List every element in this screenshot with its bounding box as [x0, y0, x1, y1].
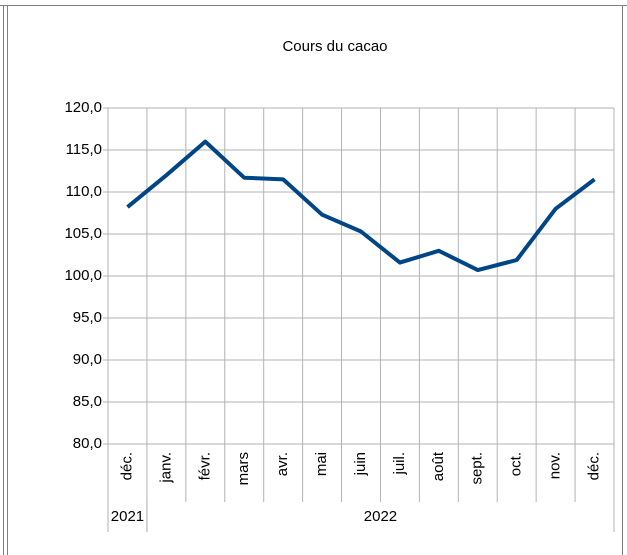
x-tick-label: déc. — [118, 452, 135, 480]
data-line — [126, 139, 596, 273]
y-tick-label: 120,0 — [64, 99, 102, 116]
y-tick-label: 95,0 — [73, 309, 102, 326]
y-tick-label: 90,0 — [73, 351, 102, 368]
y-tick-label: 115,0 — [66, 141, 102, 158]
x-tick-label: févr. — [196, 452, 213, 480]
y-tick-label: 105,0 — [64, 225, 102, 242]
x-tick-label: oct. — [508, 452, 525, 476]
x-tick-label: sept. — [469, 452, 486, 485]
x-tick-label: mars — [235, 452, 252, 485]
y-tick-label: 100,0 — [64, 267, 102, 284]
x-tick-label: août — [430, 451, 447, 481]
chart-title: Cours du cacao — [282, 38, 387, 55]
x-tick-label: avr. — [274, 452, 291, 476]
y-tick-label: 85,0 — [73, 393, 102, 410]
x-tick-label: mai — [313, 452, 330, 476]
x-tick-label: juil. — [391, 452, 408, 476]
x-tick-label: nov. — [547, 452, 564, 479]
x-tick-label: juin — [352, 452, 369, 476]
y-tick-label: 110,0 — [66, 183, 102, 200]
x-tick-label: déc. — [586, 452, 603, 480]
x-group-label: 2021 — [111, 508, 144, 525]
y-tick-label: 80,0 — [73, 435, 102, 452]
x-group-label: 2022 — [364, 508, 397, 525]
x-tick-label: janv. — [157, 452, 174, 484]
